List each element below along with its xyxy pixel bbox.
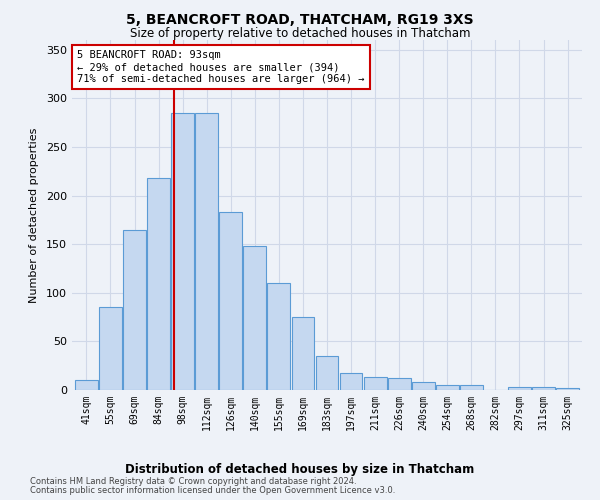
Text: 5, BEANCROFT ROAD, THATCHAM, RG19 3XS: 5, BEANCROFT ROAD, THATCHAM, RG19 3XS <box>126 12 474 26</box>
Bar <box>316 356 338 390</box>
Bar <box>99 308 122 390</box>
Bar <box>532 387 555 390</box>
Text: Contains public sector information licensed under the Open Government Licence v3: Contains public sector information licen… <box>30 486 395 495</box>
Bar <box>171 113 194 390</box>
Bar <box>220 212 242 390</box>
Bar <box>244 246 266 390</box>
Text: Size of property relative to detached houses in Thatcham: Size of property relative to detached ho… <box>130 28 470 40</box>
Bar <box>412 382 434 390</box>
Bar <box>268 283 290 390</box>
Bar <box>508 387 531 390</box>
Bar <box>364 378 386 390</box>
Bar <box>292 317 314 390</box>
Bar <box>460 385 483 390</box>
Text: Distribution of detached houses by size in Thatcham: Distribution of detached houses by size … <box>125 462 475 475</box>
Bar <box>340 372 362 390</box>
Bar <box>147 178 170 390</box>
Text: Contains HM Land Registry data © Crown copyright and database right 2024.: Contains HM Land Registry data © Crown c… <box>30 478 356 486</box>
Bar <box>195 113 218 390</box>
Y-axis label: Number of detached properties: Number of detached properties <box>29 128 39 302</box>
Bar <box>123 230 146 390</box>
Bar <box>388 378 410 390</box>
Bar <box>556 388 579 390</box>
Bar <box>75 380 98 390</box>
Text: 5 BEANCROFT ROAD: 93sqm
← 29% of detached houses are smaller (394)
71% of semi-d: 5 BEANCROFT ROAD: 93sqm ← 29% of detache… <box>77 50 365 84</box>
Bar <box>436 385 459 390</box>
